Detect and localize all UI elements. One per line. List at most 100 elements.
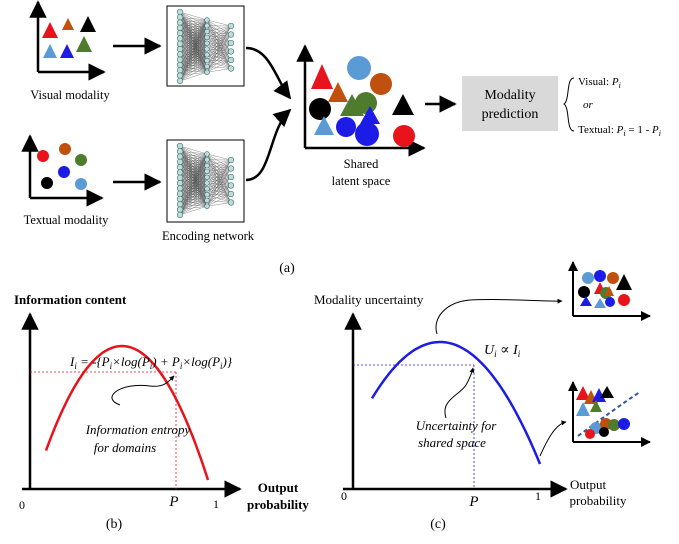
network-node	[176, 14, 184, 21]
uncertainty-annotation-arrow	[444, 367, 475, 419]
encoder-to-shared-arrow-bottom	[245, 108, 292, 182]
network-node	[176, 51, 184, 58]
encoding-network-visual	[166, 5, 245, 87]
panel-b-x-label-line2: probability	[247, 497, 309, 512]
panel-a: Visual modality Textual modality	[21, 0, 661, 276]
encoding-network-textual	[166, 139, 245, 223]
network-node	[227, 56, 235, 64]
shared-orange-circle	[370, 73, 392, 95]
network-node	[204, 151, 210, 157]
light-blue-triangle-shape	[43, 44, 57, 58]
uncertainty-relation: Ui ∝ Ii	[484, 343, 521, 359]
output-brace	[563, 77, 575, 132]
modality-uncertainty-curve	[370, 340, 542, 465]
network-node	[176, 211, 184, 218]
network-node	[176, 45, 184, 53]
network-node	[227, 190, 235, 198]
network-node	[204, 52, 210, 58]
network-node	[204, 197, 210, 204]
network-node	[204, 23, 210, 29]
visual-output: Visual: Pi	[578, 76, 621, 90]
visual-modality-label: Visual modality	[30, 88, 110, 102]
caption-c: (c)	[430, 517, 446, 532]
tail-to-separated-plot-arrow	[539, 420, 567, 457]
encoder-to-shared-arrow-top	[245, 46, 292, 100]
blue-triangle-shape	[60, 44, 74, 58]
network-node	[204, 63, 210, 70]
panel-c-tick-p: P	[468, 494, 478, 510]
shared-black-circle	[309, 98, 331, 120]
network-node	[176, 185, 184, 192]
network-node	[204, 57, 210, 64]
shared-label-line1: Shared	[344, 157, 379, 171]
shared-red-circle	[393, 125, 415, 147]
network-node	[176, 77, 184, 84]
network-node	[176, 201, 184, 208]
light-blue-circle-shape	[75, 178, 87, 190]
network-node	[227, 173, 235, 181]
panel-c-tick-0: 0	[341, 489, 347, 503]
entropy-annotation-arrow	[111, 375, 175, 406]
network-node	[176, 195, 184, 203]
prediction-line2: prediction	[482, 107, 539, 122]
network-node	[204, 186, 210, 192]
separated-latent-mini-plot	[568, 381, 651, 447]
network-node	[227, 48, 235, 55]
network-node	[204, 162, 210, 169]
network-node	[204, 180, 210, 186]
green-triangle-shape	[76, 36, 92, 52]
network-node	[204, 69, 210, 75]
panel-c-tick-1: 1	[535, 489, 541, 503]
modality-prediction-box	[462, 76, 558, 131]
network-node	[176, 72, 184, 79]
network-node	[176, 8, 184, 16]
entropy-formula: Ii = -{Pi×log(Pi) + Pi×log(Pi)}	[69, 354, 233, 371]
encoding-network-label: Encoding network	[162, 229, 255, 243]
textual-modality-label: Textual modality	[24, 213, 110, 227]
panel-b-tick-0: 0	[19, 498, 25, 512]
shared-green-triangle	[340, 94, 364, 116]
modality-uncertainty-label: Modality uncertainty	[314, 292, 424, 307]
network-node	[227, 156, 235, 164]
entropy-annotation-line2: for domains	[94, 440, 156, 455]
prediction-line1: Modality	[484, 88, 535, 103]
network-node	[176, 206, 184, 213]
panel-b: Information content Ii = -{Pi×log(Pi) + …	[14, 292, 309, 532]
network-node	[176, 40, 184, 47]
network-node	[227, 39, 235, 47]
information-entropy-curve	[44, 344, 210, 481]
network-node	[227, 199, 235, 206]
red-circle-shape	[37, 150, 49, 162]
shared-green-circle	[355, 92, 377, 114]
network-node	[176, 164, 184, 171]
peak-to-mixed-plot-arrow	[435, 298, 563, 335]
network-node	[176, 35, 184, 42]
network-node	[176, 19, 184, 26]
red-triangle-shape	[42, 22, 58, 38]
network-node	[176, 24, 184, 32]
network-node	[204, 174, 210, 180]
network-node	[176, 56, 184, 63]
information-content-label: Information content	[14, 292, 127, 307]
shared-blue-triangle	[360, 106, 380, 124]
network-node	[176, 158, 184, 165]
black-triangle-shape	[80, 16, 96, 32]
network-node	[176, 142, 184, 150]
network-node	[176, 67, 184, 74]
network-node	[204, 46, 210, 52]
network-node	[176, 190, 184, 197]
uncertainty-annotation-line1: Uncertainty for	[416, 418, 497, 433]
panel-b-tick-p: P	[168, 494, 178, 510]
network-node	[204, 28, 210, 35]
shared-light-blue-circle	[347, 56, 371, 80]
network-node	[176, 30, 184, 37]
network-node	[204, 191, 210, 198]
network-node	[176, 174, 184, 181]
shared-black-triangle	[392, 94, 414, 115]
blue-circle-shape	[58, 166, 70, 178]
orange-triangle-shape	[62, 18, 74, 30]
shared-orange-triangle	[328, 82, 348, 102]
network-node	[204, 34, 210, 41]
mixed-latent-mini-plot	[568, 261, 651, 321]
panel-c: Modality uncertainty Ui ∝ Ii Uncertainty…	[314, 261, 651, 532]
